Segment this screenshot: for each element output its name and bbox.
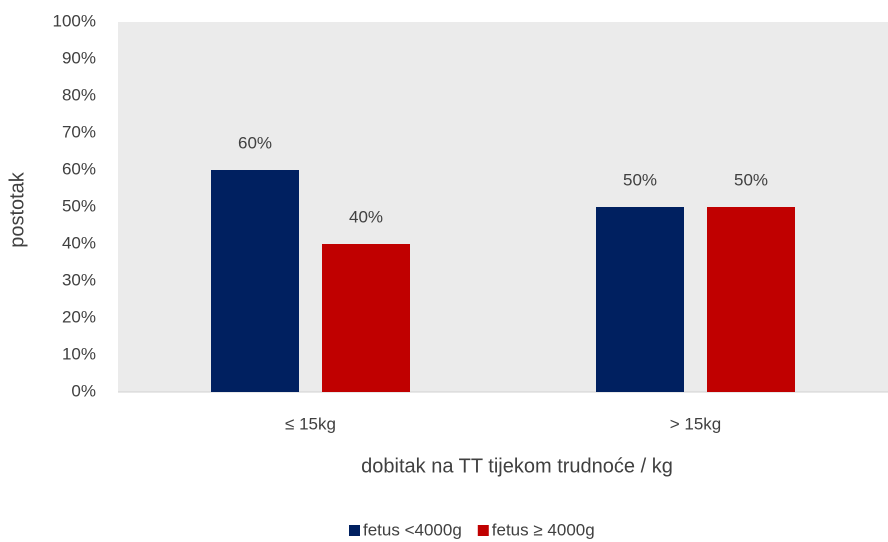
bar — [211, 170, 299, 392]
data-label: 50% — [623, 170, 657, 189]
y-tick-label: 50% — [62, 196, 96, 215]
y-tick-label: 0% — [71, 381, 96, 400]
data-label: 40% — [349, 207, 383, 226]
legend-label: fetus ≥ 4000g — [492, 520, 595, 539]
y-tick-label: 90% — [62, 48, 96, 67]
x-axis-title: dobitak na TT tijekom trudnoće / kg — [361, 455, 673, 477]
y-tick-label: 60% — [62, 159, 96, 178]
y-tick-label: 20% — [62, 307, 96, 326]
legend-swatch — [349, 525, 360, 536]
y-tick-label: 100% — [53, 11, 96, 30]
y-tick-label: 40% — [62, 233, 96, 252]
y-tick-label: 10% — [62, 344, 96, 363]
y-tick-label: 80% — [62, 85, 96, 104]
data-label: 50% — [734, 170, 768, 189]
y-tick-label: 30% — [62, 270, 96, 289]
x-tick-label: ≤ 15kg — [285, 414, 336, 433]
bar — [707, 207, 795, 392]
legend-swatch — [477, 525, 489, 536]
x-tick-label: > 15kg — [670, 414, 722, 433]
bar — [322, 244, 410, 392]
y-tick-label: 70% — [62, 122, 96, 141]
y-axis-title: postotak — [6, 171, 28, 248]
bar — [596, 207, 684, 392]
data-label: 60% — [238, 133, 272, 152]
legend-label: fetus <4000g — [363, 520, 462, 539]
